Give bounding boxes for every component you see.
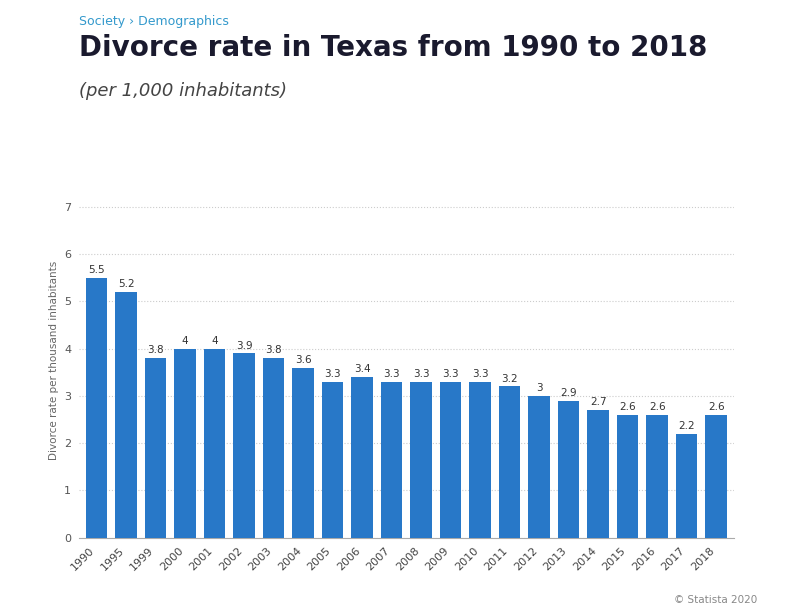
Text: 3.8: 3.8: [265, 345, 282, 355]
Bar: [499, 387, 520, 538]
Text: © Statista 2020: © Statista 2020: [674, 595, 757, 605]
Bar: [381, 382, 402, 538]
Text: 2.6: 2.6: [649, 402, 665, 412]
Text: 5.5: 5.5: [88, 265, 105, 275]
Text: 3.6: 3.6: [295, 355, 312, 365]
Bar: [174, 349, 196, 538]
Text: 3: 3: [536, 383, 542, 393]
Text: (per 1,000 inhabitants): (per 1,000 inhabitants): [79, 82, 287, 100]
Bar: [469, 382, 491, 538]
Text: 2.6: 2.6: [619, 402, 636, 412]
Text: 3.3: 3.3: [324, 369, 341, 379]
Text: 4: 4: [211, 336, 218, 346]
Text: 5.2: 5.2: [118, 279, 134, 289]
Bar: [145, 358, 166, 538]
Bar: [204, 349, 225, 538]
Text: 3.2: 3.2: [501, 374, 518, 384]
Bar: [558, 401, 579, 538]
Text: Divorce rate in Texas from 1990 to 2018: Divorce rate in Texas from 1990 to 2018: [79, 34, 707, 62]
Text: 3.3: 3.3: [443, 369, 459, 379]
Text: Society › Demographics: Society › Demographics: [79, 15, 229, 28]
Bar: [646, 415, 667, 538]
Bar: [115, 292, 136, 538]
Text: 2.7: 2.7: [589, 397, 607, 408]
Text: 3.3: 3.3: [383, 369, 400, 379]
Bar: [588, 410, 608, 538]
Text: 3.3: 3.3: [413, 369, 429, 379]
Bar: [86, 278, 107, 538]
Text: 3.9: 3.9: [236, 340, 252, 351]
Bar: [234, 353, 255, 538]
Text: 2.9: 2.9: [560, 388, 577, 398]
Bar: [410, 382, 432, 538]
Bar: [529, 396, 550, 538]
Text: 4: 4: [181, 336, 189, 346]
Bar: [705, 415, 727, 538]
Text: 2.6: 2.6: [708, 402, 724, 412]
Bar: [676, 434, 697, 538]
Bar: [440, 382, 462, 538]
Bar: [263, 358, 284, 538]
Bar: [322, 382, 343, 538]
Bar: [351, 377, 372, 538]
Text: 3.4: 3.4: [353, 364, 370, 374]
Bar: [293, 368, 314, 538]
Text: 3.3: 3.3: [472, 369, 488, 379]
Bar: [617, 415, 638, 538]
Y-axis label: Divorce rate per thousand inhabitants: Divorce rate per thousand inhabitants: [49, 261, 58, 460]
Text: 2.2: 2.2: [679, 421, 695, 431]
Text: 3.8: 3.8: [148, 345, 164, 355]
